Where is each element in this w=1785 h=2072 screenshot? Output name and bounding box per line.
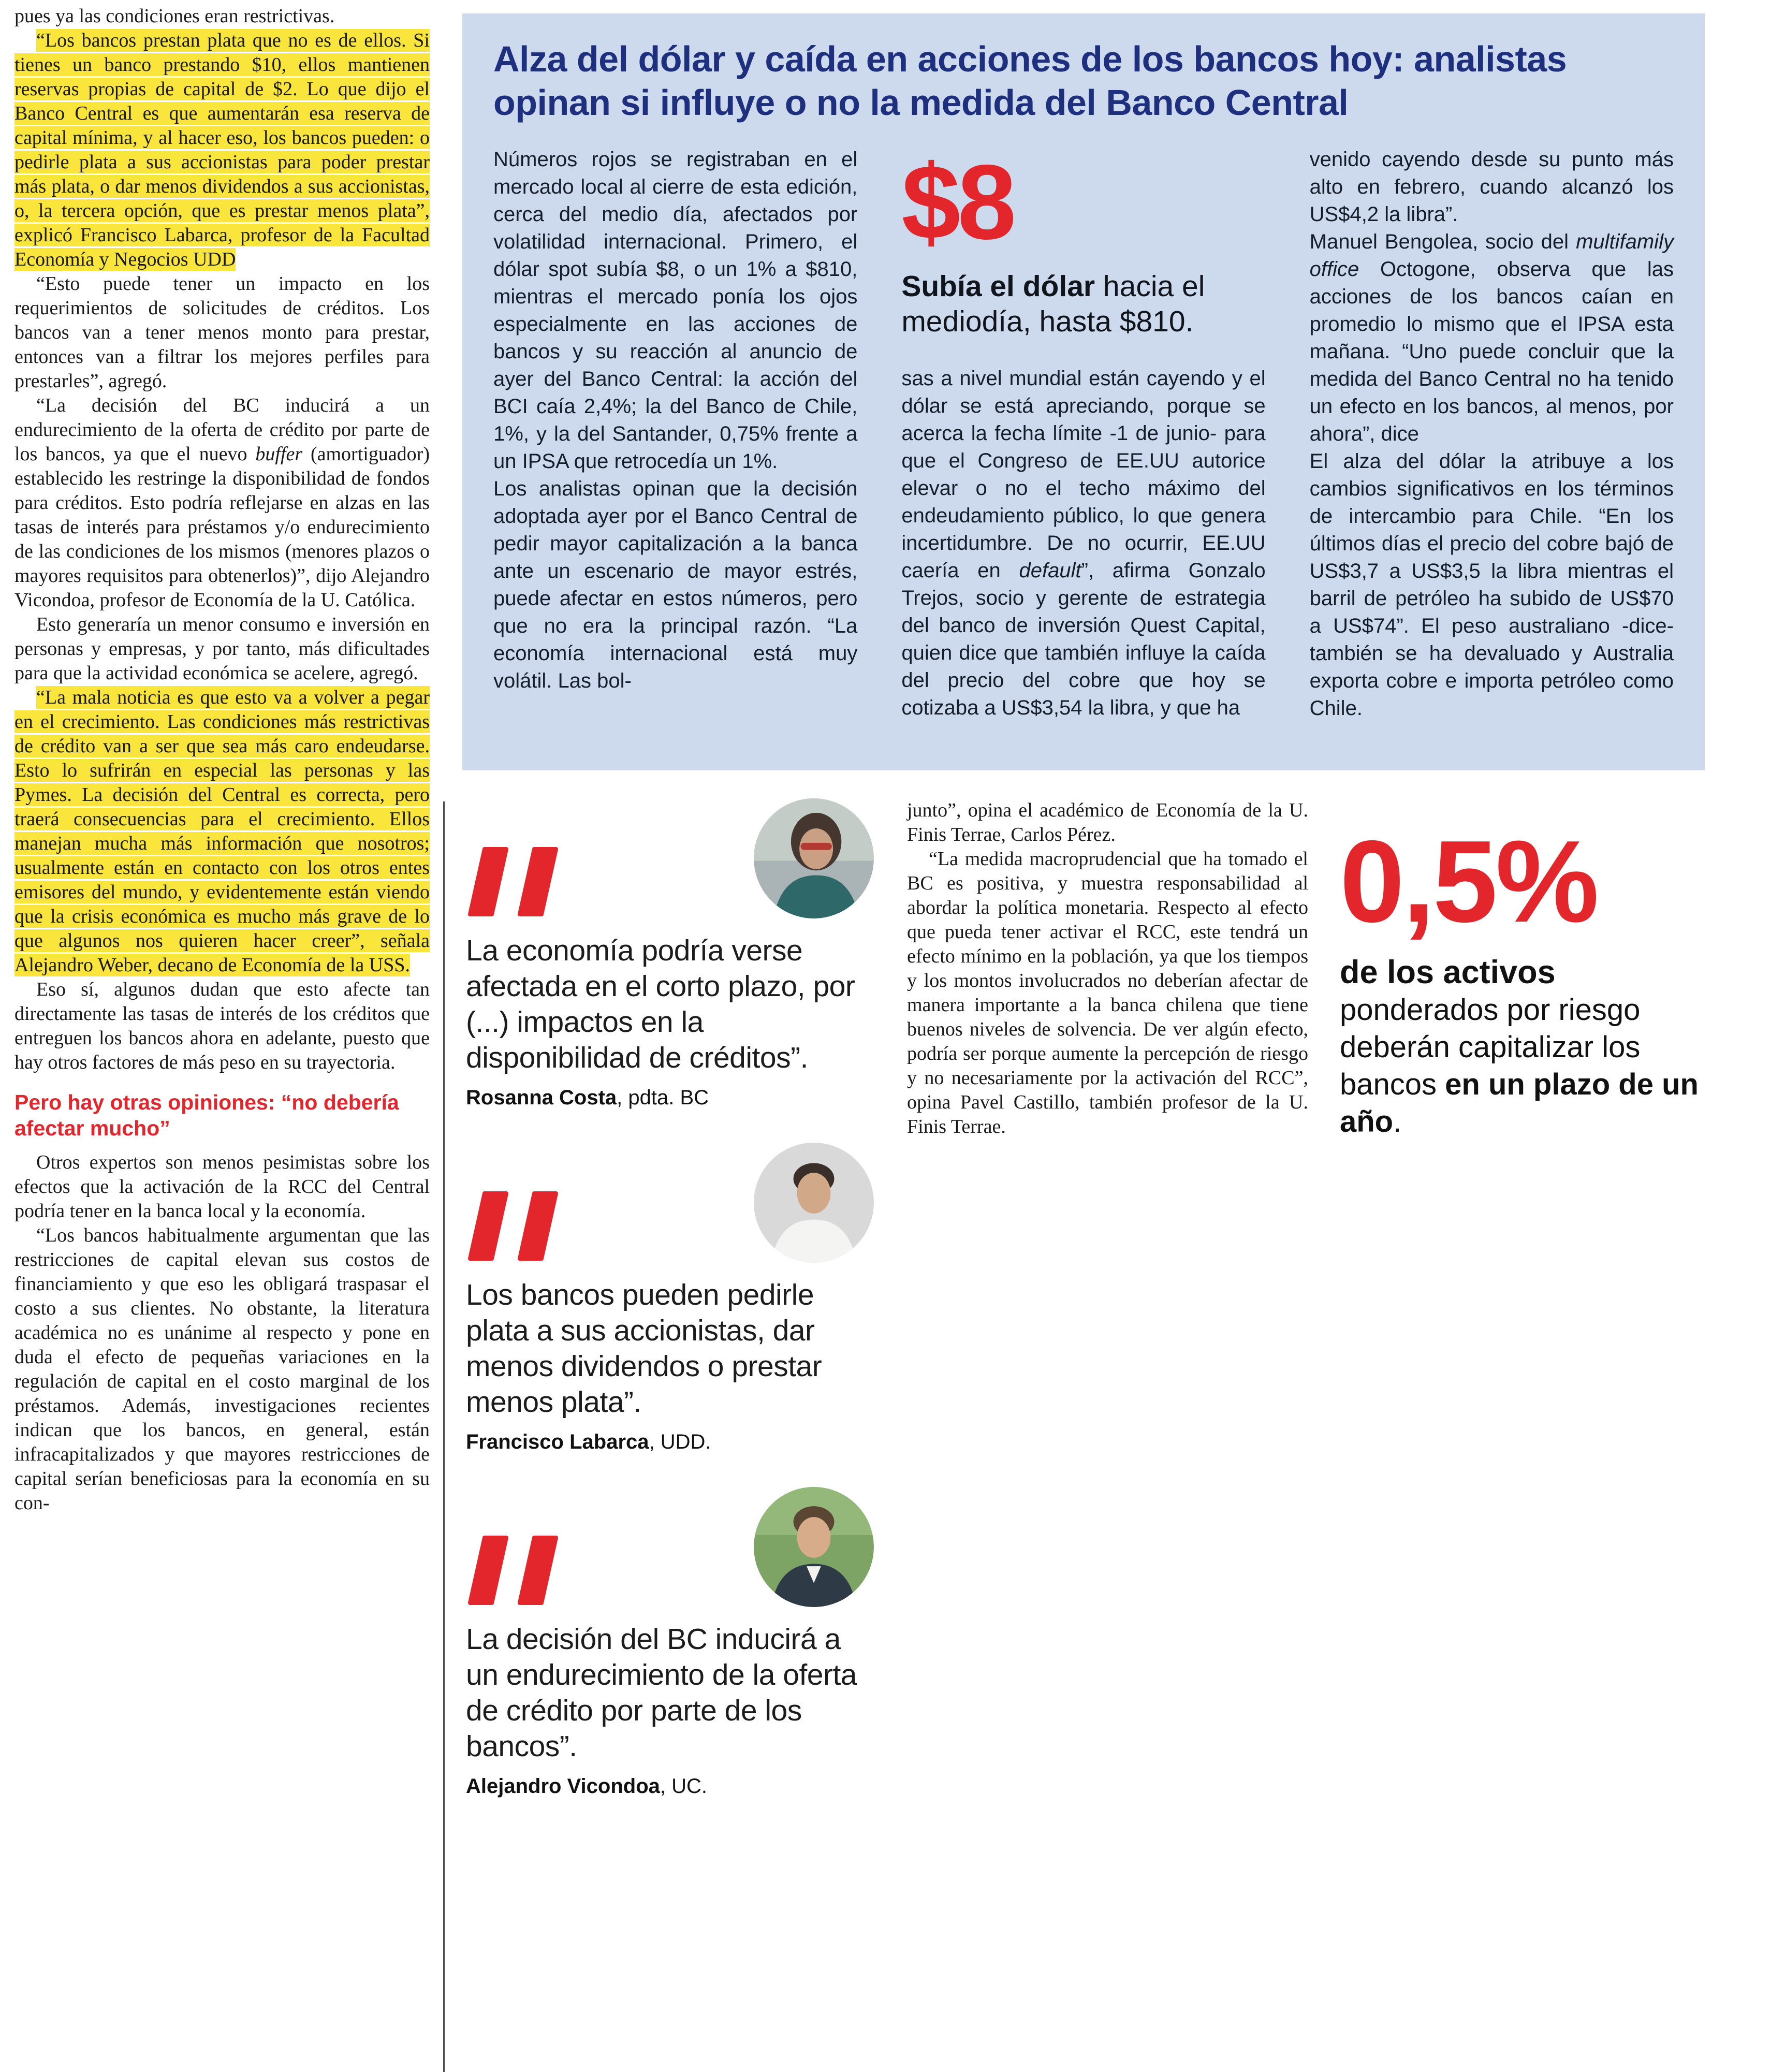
portrait-photo-francisco-labarca (754, 1143, 874, 1263)
quote-author-name: Alejandro Vicondoa (466, 1775, 660, 1798)
paragraph: Eso sí, algunos dudan que esto afecte ta… (14, 979, 430, 1073)
quote-header (466, 1143, 874, 1263)
stat-description: de los activos ponderados por riesgo debe… (1340, 953, 1705, 1141)
dollar-lead-rest: hacia el mediodía, hasta $810. (901, 270, 1205, 338)
quote-mark-icon (468, 1191, 558, 1261)
paragraph: Números rojos se registraban en el merca… (493, 148, 858, 473)
opinion-subhead: Pero hay otras opiniones: “no debería af… (14, 1090, 399, 1140)
quote-author-role: , pdta. BC (617, 1086, 709, 1109)
paragraph: “La medida macroprudencial que ha tomado… (907, 848, 1308, 1137)
paragraph: sas a nivel mundial están cayendo y el d… (901, 367, 1266, 719)
paragraph: Los analistas opinan que la decisión ado… (493, 477, 858, 692)
dollar-lead-text: Subía el dólar hacia el mediodía, hasta … (901, 269, 1265, 339)
paragraph: venido cayendo desde su punto más alto e… (1309, 148, 1674, 226)
article-continuation-column: junto”, opina el académico de Economía d… (907, 798, 1308, 1139)
paragraph: junto”, opina el académico de Economía d… (907, 799, 1308, 845)
pull-quote-alejandro-vicondoa: La decisión del BC inducirá a un endurec… (466, 1487, 874, 1798)
capital-requirement-stat: 0,5% de los activos ponderados por riesgo… (1340, 823, 1705, 1141)
quote-header (466, 1487, 874, 1607)
paragraph: de los activos (1340, 954, 1556, 990)
paragraph: ponderados por riesgo deberán capitaliza… (1340, 993, 1699, 1139)
panel-headline: Alza del dólar y caída en acciones de lo… (493, 39, 1567, 123)
panel-column-1: Números rojos se registraban en el merca… (493, 146, 857, 722)
quote-text: Los bancos pueden pedirle plata a sus ac… (466, 1278, 822, 1419)
quote-author-role: , UC. (660, 1775, 708, 1798)
dollar-rise-stat: $8 (901, 143, 1016, 261)
paragraph: “Los bancos prestan plata que no es de e… (14, 29, 430, 271)
quote-author-name: Rosanna Costa (466, 1086, 617, 1109)
quote-attribution: Rosanna Costa, pdta. BC (466, 1086, 874, 1110)
paragraph: Otros expertos son menos pesimistas sobr… (14, 1151, 430, 1222)
portrait-photo-alejandro-vicondoa (754, 1487, 874, 1607)
paragraph: El alza del dólar la atribuye a los camb… (1309, 450, 1674, 720)
article-left-column: pues ya las condiciones eran restrictiva… (14, 4, 430, 2070)
paragraph: pues ya las condiciones eran restrictiva… (14, 5, 335, 27)
portrait-photo-rosanna-costa (754, 798, 874, 918)
panel-columns: Números rojos se registraban en el merca… (493, 146, 1674, 722)
quote-mark-icon (468, 847, 558, 916)
quote-attribution: Francisco Labarca, UDD. (466, 1431, 874, 1454)
quote-author-name: Francisco Labarca (466, 1431, 649, 1453)
paragraph: “Esto puede tener un impacto en los requ… (14, 273, 430, 392)
paragraph: Manuel Bengolea, socio del multifamily o… (1309, 230, 1674, 445)
paragraph: “La decisión del BC inducirá a un endure… (14, 395, 430, 611)
quote-text: La decisión del BC inducirá a un endurec… (466, 1623, 857, 1763)
pull-quotes-column: La economía podría verse afectada en el … (466, 798, 874, 1831)
paragraph: “La mala noticia es que esto va a volver… (14, 686, 430, 976)
pull-quote-francisco-labarca: Los bancos pueden pedirle plata a sus ac… (466, 1143, 874, 1454)
panel-column-2: $8 Subía el dólar hacia el mediodía, has… (901, 146, 1265, 722)
quote-author-role: , UDD. (649, 1431, 711, 1453)
paragraph: Esto generaría un menor consumo e invers… (14, 614, 430, 684)
market-analysis-panel: Alza del dólar y caída en acciones de lo… (462, 13, 1705, 770)
dollar-lead-bold: Subía el dólar (901, 270, 1095, 303)
column-divider (443, 801, 445, 2072)
paragraph: “Los bancos habitualmente argumentan que… (14, 1224, 430, 1514)
pull-quote-rosanna-costa: La economía podría verse afectada en el … (466, 798, 874, 1110)
panel-column-2-body: sas a nivel mundial están cayendo y el d… (901, 365, 1265, 722)
panel-column-3: venido cayendo desde su punto más alto e… (1310, 146, 1674, 722)
stat-percentage: 0,5% (1340, 816, 1599, 946)
quote-text: La economía podría verse afectada en el … (466, 934, 855, 1074)
quote-header (466, 798, 874, 918)
quote-attribution: Alejandro Vicondoa, UC. (466, 1775, 874, 1798)
quote-mark-icon (468, 1536, 558, 1605)
